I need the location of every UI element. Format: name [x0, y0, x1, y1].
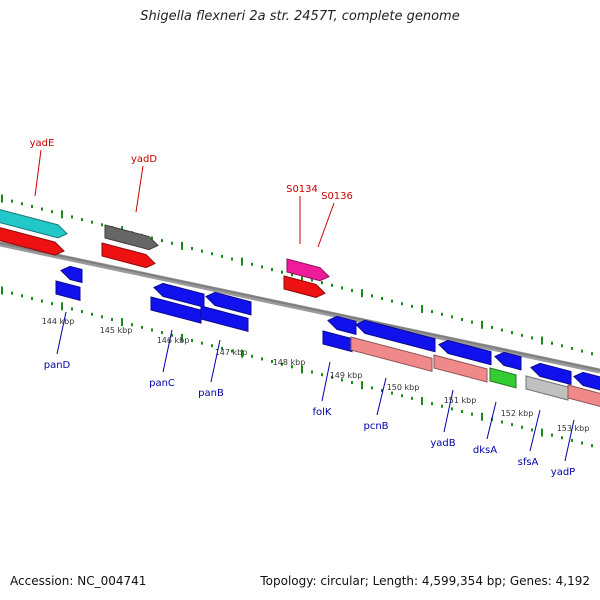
kbp-tick-label: 144 kbp — [42, 317, 75, 326]
gene-yadd-leader-line — [135, 165, 144, 213]
gene-yadb-arrow — [433, 354, 488, 383]
gene-pcnb-arrow — [350, 336, 433, 372]
gene-yadp-leader-line — [564, 419, 575, 462]
gene-arrow — [205, 291, 252, 316]
gene-arrow — [573, 371, 600, 391]
gene-pcnb-leader-line — [376, 377, 387, 416]
gene-dksa-arrow — [489, 367, 517, 389]
genome-summary-text: Topology: circular; Length: 4,599,354 bp… — [260, 574, 590, 588]
gene-arrow — [60, 265, 83, 284]
gene-arrow — [153, 282, 205, 308]
gene-s0134-arrow — [286, 258, 330, 282]
gene-sfsa-leader-line — [529, 409, 541, 452]
gene-s0136-arrow — [283, 275, 326, 298]
gene-arrow — [355, 319, 436, 353]
page-title: Shigella flexneri 2a str. 2457T, complet… — [140, 9, 460, 24]
gene-yade-label: yadE — [30, 138, 55, 149]
kbp-tick-label: 148 kbp — [273, 358, 306, 367]
gene-yadb-leader-line — [443, 389, 454, 433]
gene-panb-leader-line — [210, 339, 221, 383]
gene-yadp-arrow — [567, 384, 600, 407]
gene-sfsa-label: sfsA — [518, 457, 539, 468]
kbp-tick-label: 145 kbp — [100, 326, 133, 335]
kbp-tick-label: 151 kbp — [444, 396, 477, 405]
gene-arrow — [530, 362, 572, 386]
gene-s0134-label: S0134 — [286, 184, 318, 195]
gene-panc-label: panC — [149, 378, 175, 389]
gene-panb-arrow — [200, 305, 249, 333]
kbp-tick-label: 147 kbp — [215, 348, 248, 357]
gene-dksa-label: dksA — [473, 445, 497, 456]
gene-panc-leader-line — [162, 329, 173, 373]
gene-arrow — [327, 315, 357, 336]
gene-pand-label: panD — [44, 360, 71, 371]
gene-sfsa-arrow — [525, 375, 569, 401]
gene-folk-leader-line — [321, 361, 331, 402]
kbp-tick-label: 150 kbp — [387, 383, 420, 392]
gene-s0136-leader-line — [317, 202, 335, 248]
kbp-tick-label: 146 kbp — [157, 336, 190, 345]
kbp-tick-label: 152 kbp — [501, 409, 534, 418]
gene-arrow — [101, 242, 156, 269]
gene-yadp-label: yadP — [551, 467, 575, 478]
accession-text: Accession: NC_004741 — [10, 574, 147, 588]
gene-yadb-label: yadB — [430, 438, 455, 449]
gene-arrow — [438, 339, 492, 366]
backbone-core — [0, 242, 600, 371]
kbp-tick-label: 149 kbp — [330, 371, 363, 380]
gene-yadd-label: yadD — [131, 154, 157, 165]
gene-arrow — [494, 351, 522, 371]
gene-yade-arrow — [0, 209, 68, 239]
gene-yadd-arrow — [104, 224, 159, 251]
gene-panc-arrow — [150, 296, 202, 324]
gene-yade-leader-line — [34, 149, 42, 197]
gene-dksa-leader-line — [486, 401, 497, 440]
gene-panb-label: panB — [198, 388, 224, 399]
gene-arrow — [0, 227, 65, 256]
gene-folk-arrow — [322, 330, 353, 353]
gene-pand-arrow — [55, 280, 81, 301]
gene-folk-label: folK — [313, 407, 332, 418]
kbp-tick-label: 153 kbp — [557, 424, 590, 433]
gene-pand-leader-line — [56, 311, 67, 355]
gene-pcnb-label: pcnB — [363, 421, 388, 432]
gene-s0136-label: S0136 — [321, 191, 353, 202]
